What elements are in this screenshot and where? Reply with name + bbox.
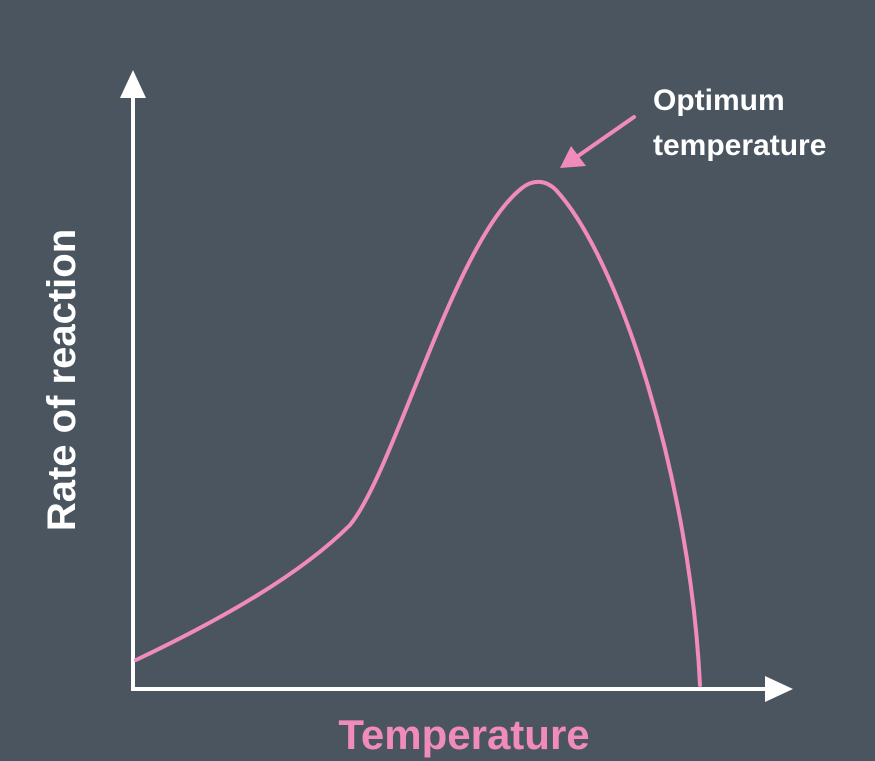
annotation-label: Optimum temperature [653,84,826,162]
y-axis-label: Rate of reaction [40,229,84,531]
annotation-line-2: temperature [653,129,826,162]
x-axis-arrow [765,676,793,702]
annotation-line-1: Optimum [653,84,785,117]
annotation-arrow-shaft [576,115,636,158]
x-axis-label: Temperature [338,711,589,758]
y-axis-arrow [120,70,146,98]
annotation-arrow-head [560,146,586,168]
rate-curve [134,179,702,687]
